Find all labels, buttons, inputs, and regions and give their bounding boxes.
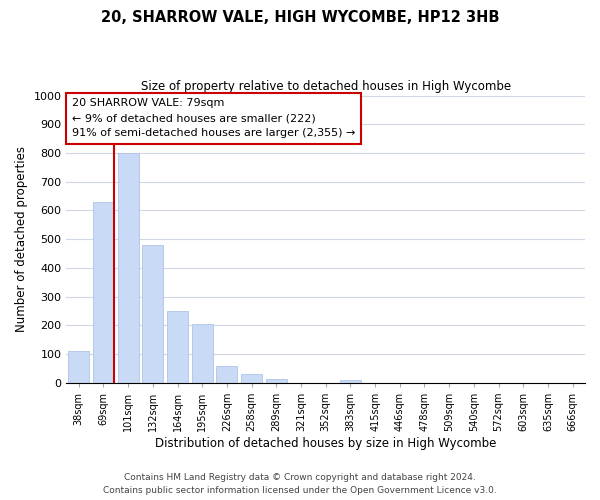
Title: Size of property relative to detached houses in High Wycombe: Size of property relative to detached ho…: [140, 80, 511, 93]
Bar: [118, 153, 139, 383]
X-axis label: Distribution of detached houses by size in High Wycombe: Distribution of detached houses by size …: [155, 437, 496, 450]
Bar: [241, 374, 262, 383]
Bar: [167, 311, 188, 383]
Bar: [68, 352, 89, 383]
Bar: [217, 366, 238, 383]
Bar: [266, 380, 287, 383]
Bar: [93, 202, 114, 383]
Text: 20 SHARROW VALE: 79sqm
← 9% of detached houses are smaller (222)
91% of semi-det: 20 SHARROW VALE: 79sqm ← 9% of detached …: [71, 98, 355, 138]
Text: Contains HM Land Registry data © Crown copyright and database right 2024.
Contai: Contains HM Land Registry data © Crown c…: [103, 474, 497, 495]
Bar: [142, 245, 163, 383]
Bar: [340, 380, 361, 383]
Text: 20, SHARROW VALE, HIGH WYCOMBE, HP12 3HB: 20, SHARROW VALE, HIGH WYCOMBE, HP12 3HB: [101, 10, 499, 25]
Bar: [192, 324, 213, 383]
Y-axis label: Number of detached properties: Number of detached properties: [15, 146, 28, 332]
